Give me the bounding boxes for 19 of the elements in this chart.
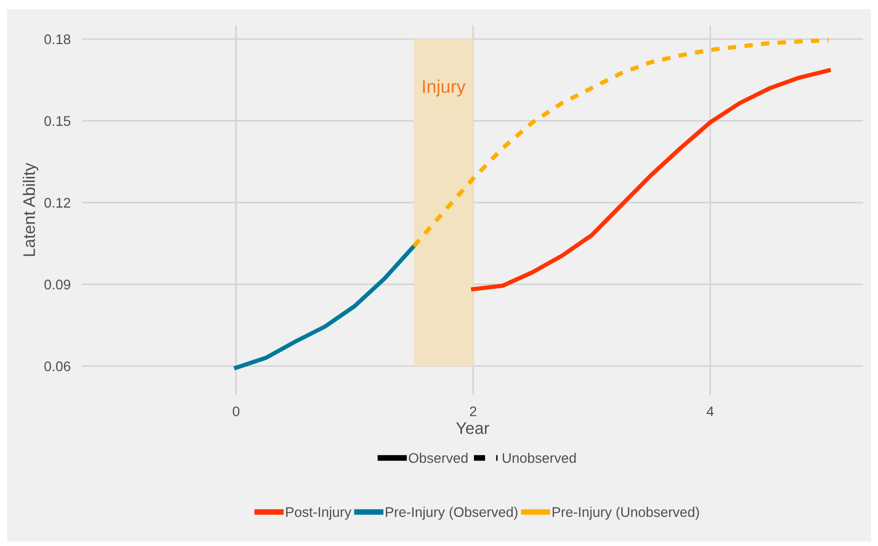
x-axis-title: Year (456, 422, 490, 434)
text: Unobserved (502, 452, 576, 463)
line-series (412, 38, 831, 248)
y-tick-label: 0.12 (44, 198, 70, 208)
y-tick-label: 0.18 (44, 34, 70, 44)
x-tick-label: 0 (232, 406, 240, 416)
legend-label: Pre-Injury (Observed) (386, 506, 518, 520)
y-tick-label: 0.06 (44, 361, 70, 372)
y-axis-title: Latent Ability (22, 162, 38, 256)
x-tick-label: 4 (706, 406, 714, 416)
y-tick-label: 0.15 (44, 116, 70, 126)
legend-label: Pre-Injury (Unobserved) (552, 506, 699, 520)
y-tick-label: 0.09 (44, 280, 70, 290)
x-tick-label: 2 (470, 406, 476, 416)
line-series (471, 68, 831, 292)
band-label: Injury (423, 80, 466, 96)
line-series (234, 244, 416, 370)
text: Observed (408, 452, 468, 463)
legend-label: Post-Injury (286, 506, 352, 520)
